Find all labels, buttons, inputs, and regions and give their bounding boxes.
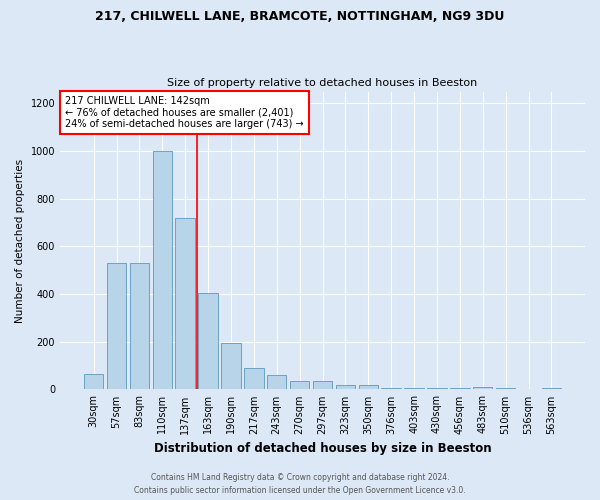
Bar (404, 388, 424, 390)
Bar (107, 263, 126, 390)
Text: Contains HM Land Registry data © Crown copyright and database right 2024.
Contai: Contains HM Land Registry data © Crown c… (134, 473, 466, 495)
Text: 217 CHILWELL LANE: 142sqm
← 76% of detached houses are smaller (2,401)
24% of se: 217 CHILWELL LANE: 142sqm ← 76% of detac… (65, 96, 304, 129)
Bar (130, 263, 149, 390)
Title: Size of property relative to detached houses in Beeston: Size of property relative to detached ho… (167, 78, 478, 88)
Bar (290, 381, 310, 390)
Bar (152, 151, 172, 390)
Bar (359, 384, 378, 390)
Bar (427, 388, 446, 390)
Bar (496, 388, 515, 390)
Bar (244, 368, 263, 390)
Bar (542, 388, 561, 390)
X-axis label: Distribution of detached houses by size in Beeston: Distribution of detached houses by size … (154, 442, 491, 455)
Bar (267, 375, 286, 390)
Bar (221, 343, 241, 390)
Bar (84, 374, 103, 390)
Bar (335, 384, 355, 390)
Text: 217, CHILWELL LANE, BRAMCOTE, NOTTINGHAM, NG9 3DU: 217, CHILWELL LANE, BRAMCOTE, NOTTINGHAM… (95, 10, 505, 23)
Bar (175, 218, 195, 390)
Bar (199, 293, 218, 390)
Bar (313, 381, 332, 390)
Bar (473, 387, 493, 390)
Y-axis label: Number of detached properties: Number of detached properties (15, 158, 25, 322)
Bar (382, 388, 401, 390)
Bar (450, 388, 470, 390)
